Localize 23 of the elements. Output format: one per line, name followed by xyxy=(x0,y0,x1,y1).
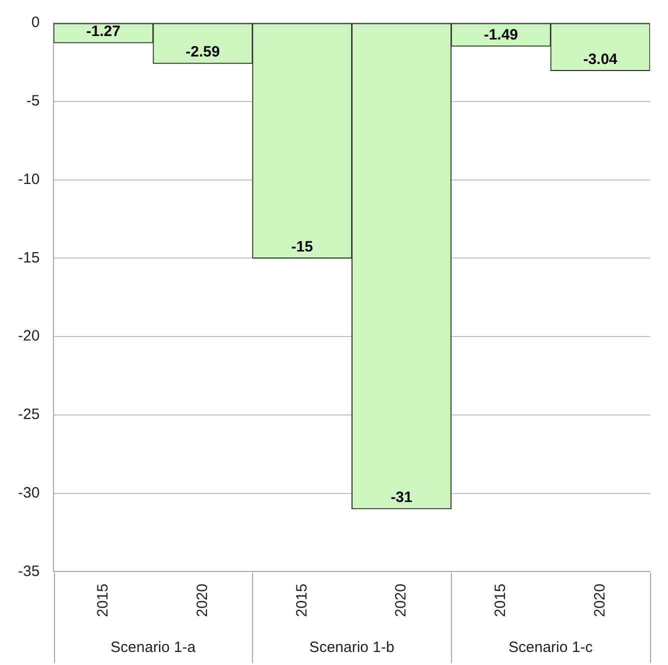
data-label: -3.04 xyxy=(583,50,618,68)
x-tick-label: 2015 xyxy=(492,584,510,618)
data-label: -31 xyxy=(390,489,412,506)
x-tick-label: 2020 xyxy=(194,584,211,618)
x-tick-label: 2015 xyxy=(293,584,310,618)
y-tick-label: -25 xyxy=(18,406,40,424)
y-tick-label: -15 xyxy=(18,249,40,266)
data-label: -15 xyxy=(291,238,313,256)
data-label: -1.27 xyxy=(86,23,120,40)
x-tick-label: 2015 xyxy=(94,584,112,618)
y-tick-label: 0 xyxy=(31,14,40,32)
data-label: -1.49 xyxy=(484,26,518,44)
text: Scenario 1-a xyxy=(110,639,196,656)
data-label: -2.59 xyxy=(186,44,220,61)
y-tick-label: -35 xyxy=(18,562,40,580)
y-tick-label: -10 xyxy=(18,170,40,188)
text: Scenario 1-b xyxy=(309,639,394,656)
y-tick-label: -5 xyxy=(26,92,40,110)
x-tick-label: 2020 xyxy=(591,584,608,618)
x-tick-label: 2020 xyxy=(392,584,410,618)
text: Scenario 1-c xyxy=(508,639,594,656)
y-tick-label: -30 xyxy=(18,484,40,502)
y-tick-label: -20 xyxy=(18,328,40,345)
